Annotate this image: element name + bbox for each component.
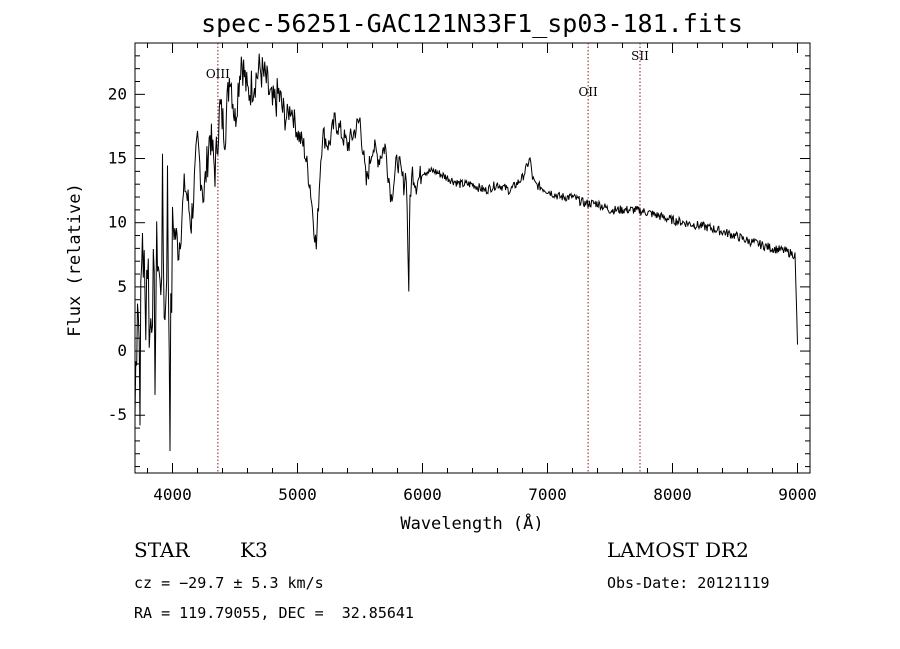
coordinates-text: RA = 119.79055, DEC = 32.85641	[134, 604, 414, 622]
x-tick-label: 4000	[153, 485, 192, 504]
survey-label: LAMOST DR2	[607, 538, 749, 562]
obs-date: Obs-Date: 20121119	[607, 574, 770, 592]
x-tick-label: 6000	[403, 485, 442, 504]
line-marker-label: OII	[578, 85, 598, 99]
y-tick-label: -5	[108, 405, 127, 424]
y-tick-label: 15	[108, 149, 127, 168]
star-class: STAR	[134, 538, 190, 562]
x-tick-label: 9000	[778, 485, 817, 504]
y-tick-label: 10	[108, 213, 127, 232]
plot-frame	[134, 42, 811, 474]
x-tick-label: 7000	[528, 485, 567, 504]
y-tick-label: 0	[117, 341, 127, 360]
y-tick-label: 20	[108, 84, 127, 103]
chart-title: spec-56251-GAC121N33F1_sp03-181.fits	[201, 9, 743, 38]
redshift-text: cz = −29.7 ± 5.3 km/s	[134, 574, 324, 592]
x-axis-ticks: 4000 5000 6000 7000 8000 9000	[147, 43, 817, 504]
x-tick-label: 8000	[653, 485, 692, 504]
y-tick-label: 5	[117, 277, 127, 296]
line-marker-label: OIII	[206, 67, 230, 81]
x-axis-label: Wavelength (Å)	[400, 512, 543, 534]
y-axis-label: Flux (relative)	[65, 183, 85, 337]
line-markers: OIII OII SII	[206, 43, 649, 473]
y-axis-ticks: -5 0 5 10 15 20	[108, 42, 810, 468]
star-subclass: K3	[240, 538, 268, 562]
x-tick-label: 5000	[278, 485, 317, 504]
spectrum-line	[134, 53, 798, 452]
line-marker-label: SII	[631, 49, 649, 63]
